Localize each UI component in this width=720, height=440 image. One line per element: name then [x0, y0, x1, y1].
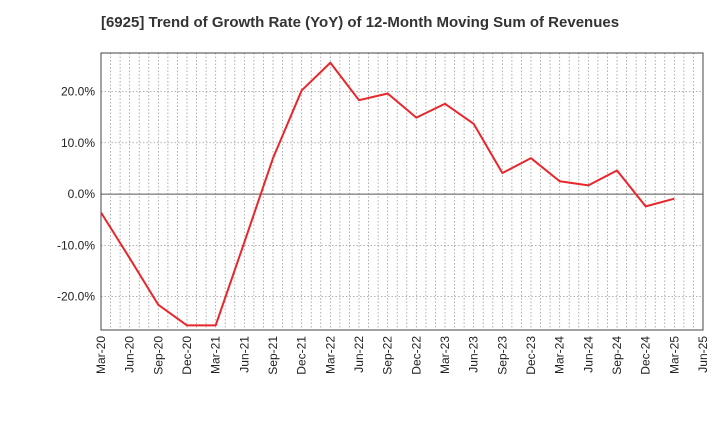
x-axis-tick-labels: Mar-20 Jun-20 Sep-20 Dec-20 Mar-21 Jun-21 Sep-… — [94, 336, 710, 375]
x-tick-label: Jun-24 — [581, 336, 595, 373]
x-tick-label: Sep-21 — [266, 336, 280, 375]
x-tick-label: Jun-20 — [123, 336, 137, 373]
horizontal-gridlines — [101, 91, 703, 298]
y-tick-label: -10.0% — [57, 238, 95, 252]
x-tick-label: Jun-23 — [467, 336, 481, 373]
x-tick-label: Sep-20 — [151, 336, 165, 375]
x-tick-label: Dec-21 — [295, 336, 309, 375]
x-tick-label: Jun-22 — [352, 336, 366, 373]
y-tick-label: 0.0% — [68, 187, 96, 201]
x-tick-label: Mar-22 — [323, 336, 337, 374]
chart-title: [6925] Trend of Growth Rate (YoY) of 12-… — [100, 14, 620, 31]
x-tick-label: Jun-25 — [696, 336, 710, 373]
x-tick-label: Mar-25 — [667, 336, 681, 374]
x-tick-label: Mar-24 — [553, 336, 567, 374]
x-tick-label: Mar-23 — [438, 336, 452, 374]
x-tick-label: Dec-20 — [180, 336, 194, 375]
x-tick-label: Sep-24 — [610, 336, 624, 375]
y-tick-label: 10.0% — [61, 136, 95, 150]
x-tick-label: Dec-24 — [639, 336, 653, 375]
series-line — [100, 61, 675, 327]
x-tick-label: Dec-23 — [524, 336, 538, 375]
x-tick-label: Dec-22 — [409, 336, 423, 375]
x-tick-label: Jun-21 — [237, 336, 251, 373]
x-tick-label: Mar-21 — [209, 336, 223, 374]
y-tick-label: 20.0% — [61, 84, 95, 98]
y-axis-tick-labels: -20.0% -10.0% 0.0% 10.0% 20.0% — [57, 84, 95, 303]
y-tick-label: -20.0% — [57, 290, 95, 304]
plot-border — [100, 52, 704, 331]
vertical-gridlines — [110, 53, 694, 330]
plot-area-border — [100, 52, 704, 331]
x-tick-label: Sep-23 — [495, 336, 509, 375]
x-tick-label: Sep-22 — [381, 336, 395, 375]
series-lines — [100, 61, 675, 327]
x-tick-label: Mar-20 — [94, 336, 108, 374]
